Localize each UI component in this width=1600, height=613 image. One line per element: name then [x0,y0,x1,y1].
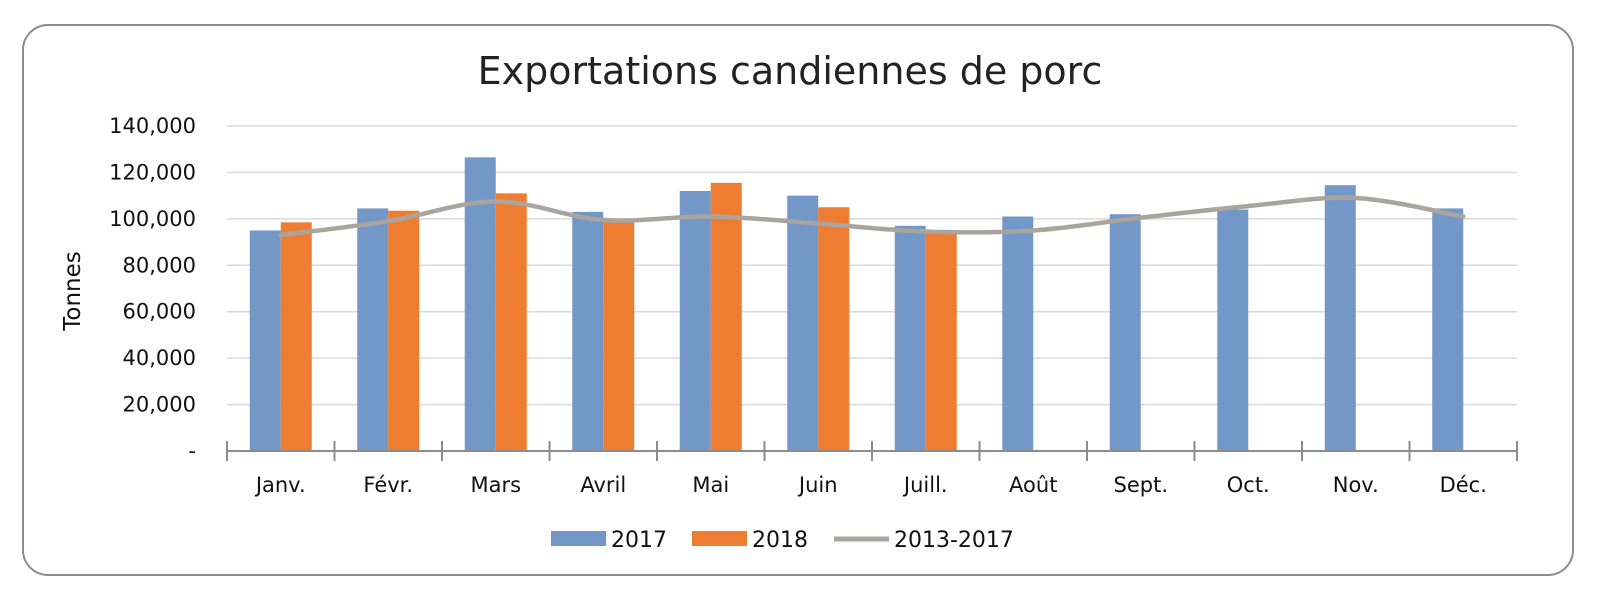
bar-2017-juin [787,195,819,451]
bar-2017-mars [464,157,496,451]
bar-2017-fevr [357,208,389,451]
y-tick-label: 80,000 [123,253,196,277]
average-line [278,195,1466,238]
bars [249,157,1464,452]
x-tick-label-sept: Sept. [1114,473,1169,497]
legend: 2017 2018 2013-2017 [551,528,1014,553]
x-tick-label-aout: Août [1009,473,1057,497]
bar-2018-mai [710,182,742,451]
y-tick-labels: - 20,000 40,000 60,000 80,000 100,000 120,000 1… [109,114,196,463]
bar-2017-dec [1432,208,1464,451]
bar-2018-fevr [388,210,420,451]
bar-2017-nov [1324,185,1356,452]
legend-swatch-2017 [551,531,606,546]
y-tick-label: 100,000 [109,207,196,231]
bar-2018-juill [925,230,957,451]
chart-title: Exportations candiennes de porc [478,49,1103,93]
y-tick-label: 60,000 [123,300,196,324]
y-tick-label: 140,000 [109,114,196,138]
bar-2018-avril [603,218,635,451]
x-tick-label-fevr: Févr. [363,473,413,497]
y-axis-label: Tonnes [60,251,86,332]
legend-label-2013-2017: 2013-2017 [894,528,1014,553]
bar-2017-sept [1109,214,1141,451]
legend-label-2017: 2017 [611,528,667,553]
x-tick-label-avril: Avril [580,473,626,497]
legend-label-2018: 2018 [752,528,808,553]
x-tick-label-nov: Nov. [1333,473,1379,497]
x-tick-label-oct: Oct. [1227,473,1270,497]
x-tick-label-dec: Déc. [1440,473,1487,497]
x-tick-label-mars: Mars [470,473,521,497]
bar-2017-janv [249,230,281,451]
bar-2017-mai [679,191,711,451]
x-tick-label-juin: Juin [797,473,838,497]
y-tick-label: 20,000 [123,393,196,417]
legend-swatch-2018 [692,531,747,546]
bar-2018-janv [280,222,312,451]
y-tick-label: 40,000 [123,346,196,370]
y-tick-label: 120,000 [109,160,196,184]
bar-2018-mars [495,193,527,452]
bar-2017-juill [894,225,926,451]
bar-2018-juin [818,207,850,451]
x-tick-label-juill: Juill. [902,473,948,497]
bar-2017-oct [1217,209,1249,451]
axes [226,441,1518,461]
x-tick-label-janv: Janv. [254,473,306,497]
line-2013-2017 [278,195,1466,238]
y-tick-label: - [188,439,196,463]
bar-2017-aout [1002,216,1034,451]
bar-2017-avril [572,211,604,451]
x-tick-labels: Janv. Févr. Mars Avril Mai Juin Juill. Août Sept… [254,473,1487,497]
gridlines [227,125,1517,406]
x-tick-label-mai: Mai [692,473,729,497]
